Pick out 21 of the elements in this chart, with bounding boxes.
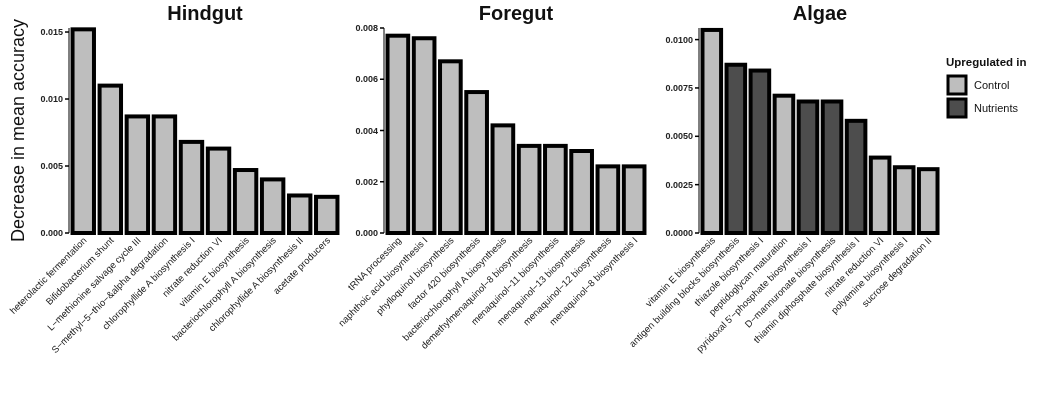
legend-title: Upregulated in	[946, 56, 1027, 68]
y-tick-label: 0.000	[40, 228, 63, 239]
chart-title: Hindgut	[167, 2, 244, 24]
y-axis-title: Decrease in mean accuracy	[8, 18, 28, 243]
y-tick-label: 0.015	[40, 27, 63, 38]
y-tick-label: 0.0000	[665, 228, 693, 239]
y-tick-label: 0.000	[355, 228, 378, 239]
chart-title: Algae	[792, 2, 848, 24]
y-tick-label: 0.008	[355, 23, 378, 34]
y-tick-label: 0.004	[355, 125, 378, 136]
y-tick-label: 0.002	[355, 176, 378, 187]
y-tick-label: 0.010	[40, 94, 63, 105]
legend-label: Nutrients	[974, 101, 1019, 114]
legend-label: Control	[974, 78, 1010, 91]
y-tick-label: 0.0025	[665, 179, 693, 190]
y-tick-label: 0.0075	[665, 83, 693, 94]
chart-title: Foregut	[478, 2, 554, 24]
y-tick-label: 0.005	[40, 161, 63, 172]
y-tick-label: 0.006	[355, 74, 378, 85]
y-tick-label: 0.0050	[665, 131, 693, 142]
y-tick-label: 0.0100	[665, 34, 693, 45]
